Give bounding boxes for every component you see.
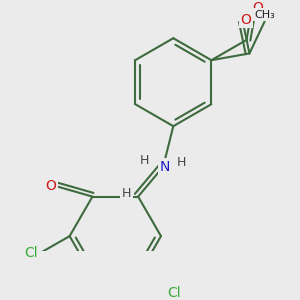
Text: H: H [140,154,149,166]
Text: H: H [177,156,186,169]
Text: O: O [253,1,263,15]
Text: Cl: Cl [25,246,38,260]
Text: Cl: Cl [167,286,181,300]
Text: N: N [160,160,170,174]
Text: CH₃: CH₃ [254,10,275,20]
Text: H: H [122,187,131,200]
Text: O: O [46,179,56,194]
Text: O: O [241,13,251,27]
